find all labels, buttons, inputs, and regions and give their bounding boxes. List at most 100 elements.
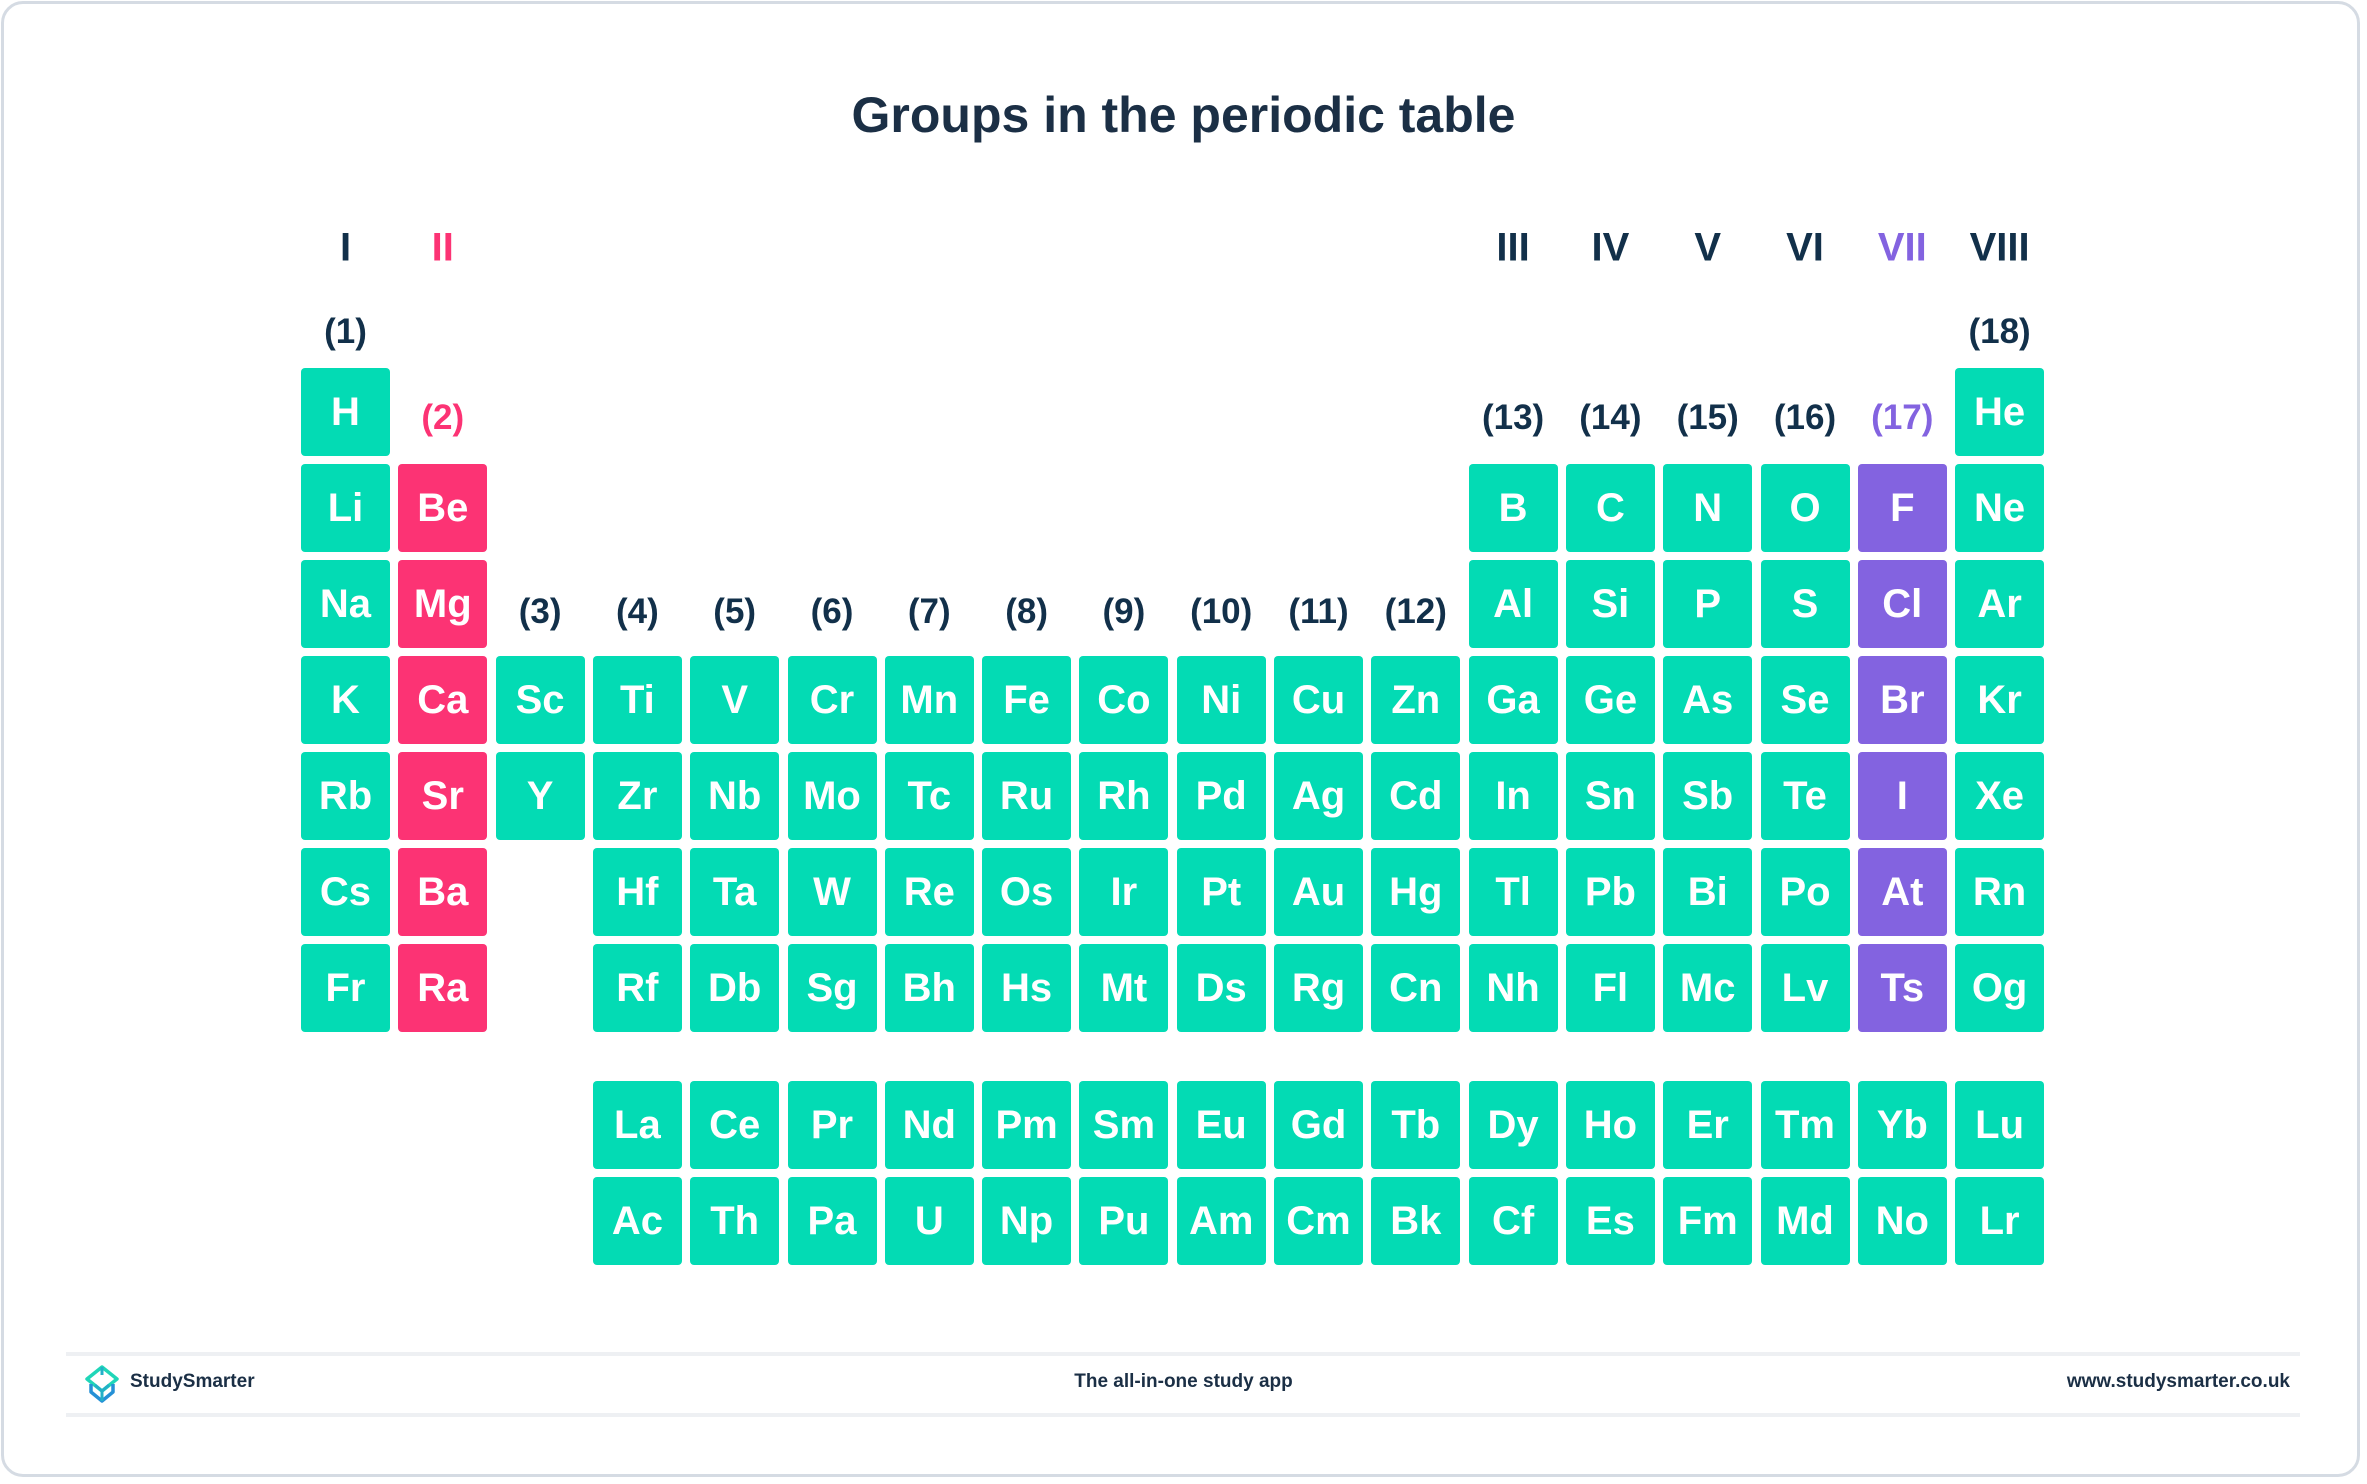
element-sc: Sc [495,656,585,744]
element-cd: Cd [1371,752,1461,840]
element-nh: Nh [1468,944,1558,1032]
element-cm: Cm [1274,1177,1363,1265]
element-ga: Ga [1468,656,1558,744]
group-number-label: (5) [713,592,757,631]
element-hg: Hg [1371,848,1461,936]
element-ni: Ni [1176,656,1266,744]
roman-group-label: I [339,225,352,270]
element-sm: Sm [1079,1081,1169,1169]
element-tm: Tm [1760,1081,1850,1169]
element-hs: Hs [982,944,1072,1032]
element-ho: Ho [1565,1081,1655,1169]
element-i: I [1857,752,1947,840]
element-cn: Cn [1371,944,1461,1032]
element-os: Os [982,848,1072,936]
element-s: S [1760,560,1850,648]
element-am: Am [1176,1177,1266,1265]
group-number-label: (10) [1190,592,1253,631]
group-number-label: (17) [1871,398,1934,437]
footer-divider-bottom [66,1413,2300,1417]
element-br: Br [1857,656,1947,744]
element-li: Li [301,464,390,552]
element-zr: Zr [592,752,682,840]
group-number-label: (2) [421,398,465,437]
group-number-label: (8) [1005,592,1048,631]
group-number-label: (11) [1288,592,1349,631]
element-fe: Fe [982,656,1072,744]
element-mn: Mn [884,656,974,744]
element-th: Th [690,1177,780,1265]
element-rn: Rn [1955,848,2045,936]
element-md: Md [1760,1177,1850,1265]
group-number-label: (1) [324,312,367,351]
element-ta: Ta [690,848,780,936]
element-co: Co [1079,656,1169,744]
element-fl: Fl [1565,944,1655,1032]
element-ag: Ag [1274,752,1363,840]
element-pt: Pt [1176,848,1266,936]
element-pa: Pa [787,1177,877,1265]
element-sn: Sn [1565,752,1655,840]
element-re: Re [884,848,974,936]
element-db: Db [690,944,780,1032]
element-at: At [1857,848,1947,936]
element-ce: Ce [690,1081,780,1169]
element-in: In [1468,752,1558,840]
element-np: Np [982,1177,1072,1265]
element-rh: Rh [1079,752,1169,840]
element-ra: Ra [398,944,488,1032]
element-ge: Ge [1565,656,1655,744]
element-ts: Ts [1857,944,1947,1032]
element-bh: Bh [884,944,974,1032]
element-pm: Pm [982,1081,1072,1169]
element-kr: Kr [1955,656,2045,744]
element-o: O [1760,464,1850,552]
element-te: Te [1760,752,1850,840]
element-p: P [1663,560,1753,648]
page-title: Groups in the periodic table [851,87,1516,143]
element-mt: Mt [1079,944,1169,1032]
element-ar: Ar [1955,560,2045,648]
element-rf: Rf [592,944,682,1032]
brand-name: StudySmarter [130,1371,255,1392]
element-zn: Zn [1371,656,1461,744]
element-au: Au [1274,848,1363,936]
element-fr: Fr [301,944,390,1032]
element-w: W [787,848,877,936]
studysmarter-logo-icon [85,1365,119,1403]
element-cu: Cu [1274,656,1363,744]
group-number-label: (4) [616,592,659,631]
roman-group-label: IV [1591,225,1630,270]
element-c: C [1565,464,1655,552]
element-cl: Cl [1857,560,1947,648]
element-tl: Tl [1468,848,1558,936]
element-ac: Ac [592,1177,682,1265]
element-cr: Cr [787,656,877,744]
group-number-label: (6) [810,592,854,631]
element-k: K [301,656,390,744]
element-tb: Tb [1371,1081,1461,1169]
element-pr: Pr [787,1081,877,1169]
element-al: Al [1468,560,1558,648]
element-sg: Sg [787,944,877,1032]
element-cf: Cf [1468,1177,1558,1265]
element-u: U [884,1177,974,1265]
group-number-label: (13) [1481,398,1545,437]
element-sr: Sr [398,752,488,840]
element-pd: Pd [1176,752,1266,840]
element-sb: Sb [1663,752,1753,840]
group-number-label: (7) [907,592,951,631]
element-no: No [1857,1177,1947,1265]
roman-group-label: VIII [1969,225,2030,270]
element-he: He [1955,368,2045,456]
element-se: Se [1760,656,1850,744]
element-er: Er [1663,1081,1753,1169]
element-xe: Xe [1955,752,2045,840]
element-es: Es [1565,1177,1655,1265]
group-number-label: (9) [1102,592,1146,631]
group-number-label: (3) [518,592,562,631]
roman-group-label: III [1496,225,1530,270]
element-h: H [301,368,390,456]
group-number-label: (16) [1773,398,1837,437]
